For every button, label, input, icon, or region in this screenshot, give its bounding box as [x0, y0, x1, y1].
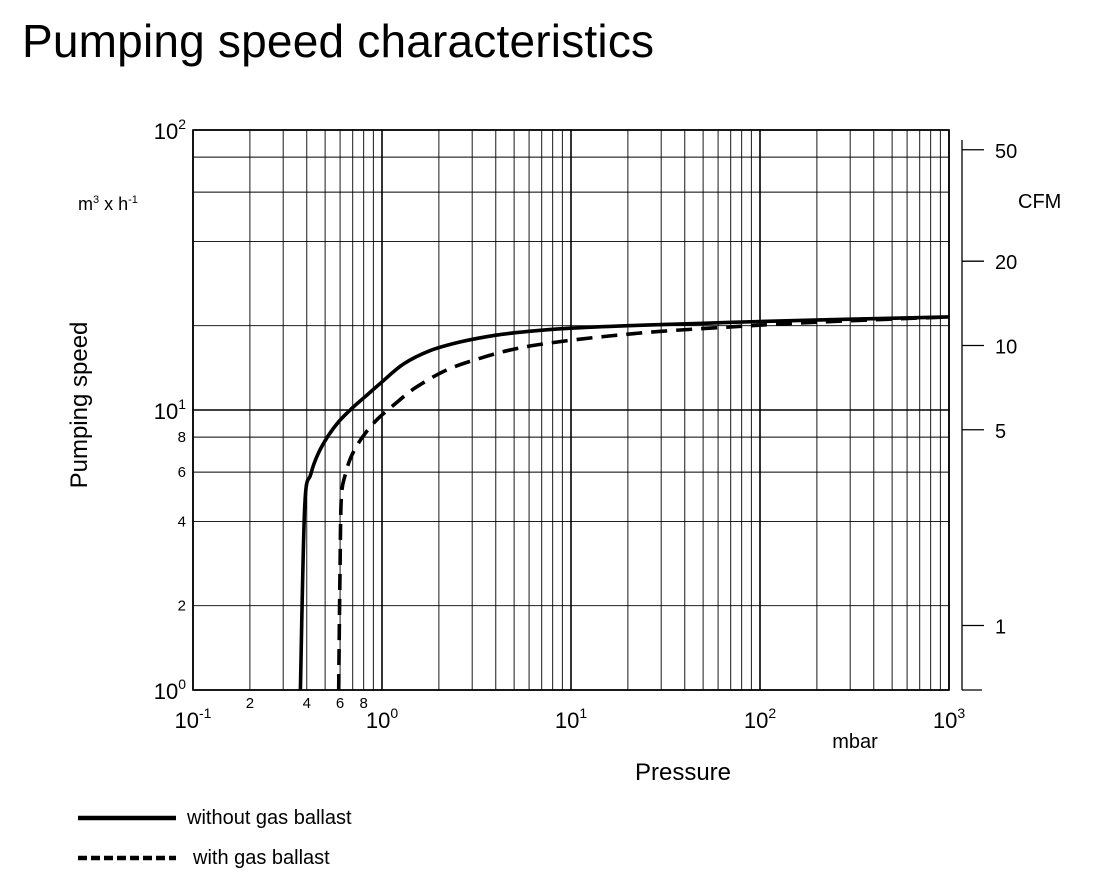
y-tick-label: 100	[154, 676, 186, 704]
series-with-gas-ballast	[336, 315, 950, 691]
legend-label: with gas ballast	[192, 847, 330, 869]
y-minor-tick-label: 6	[178, 464, 186, 481]
y-axis-title: Pumping speed	[66, 322, 93, 489]
x-tick-label: 100	[366, 705, 398, 733]
y-axis-unit: m3 x h-1	[78, 194, 138, 214]
cfm-axis-label: CFM	[1018, 191, 1061, 213]
page-title: Pumping speed characteristics	[22, 15, 655, 67]
grid	[192, 129, 950, 691]
x-tick-label: 103	[933, 705, 965, 733]
x-minor-tick-label: 6	[336, 695, 344, 712]
series-layer	[298, 315, 950, 691]
x-tick-label: 102	[744, 705, 776, 733]
y-minor-tick-label: 2	[178, 598, 186, 615]
cfm-tick-label: 5	[995, 421, 1006, 443]
cfm-tick-label: 50	[995, 141, 1017, 163]
x-tick-label: 10-1	[175, 705, 212, 733]
x-tick-label: 101	[555, 705, 587, 733]
y-tick-label: 101	[154, 396, 186, 424]
plot-frame	[192, 129, 950, 691]
y-minor-tick-label: 4	[178, 513, 186, 530]
cfm-tick-label: 20	[995, 252, 1017, 274]
legend: without gas ballast with gas ballast	[78, 807, 352, 869]
series-without-gas-ballast	[298, 315, 950, 691]
x-axis-title: Pressure	[635, 759, 731, 786]
cfm-tick-label: 10	[995, 336, 1017, 358]
x-minor-tick-label: 2	[246, 695, 254, 712]
x-axis-unit: mbar	[832, 731, 878, 753]
x-minor-tick-label: 4	[303, 695, 311, 712]
legend-label: without gas ballast	[186, 807, 352, 829]
cfm-tick-label: 1	[995, 616, 1006, 638]
y-minor-tick-label: 8	[178, 429, 186, 446]
y-tick-label: 102	[154, 116, 186, 144]
axes	[192, 129, 984, 691]
x-minor-tick-label: 8	[360, 695, 368, 712]
